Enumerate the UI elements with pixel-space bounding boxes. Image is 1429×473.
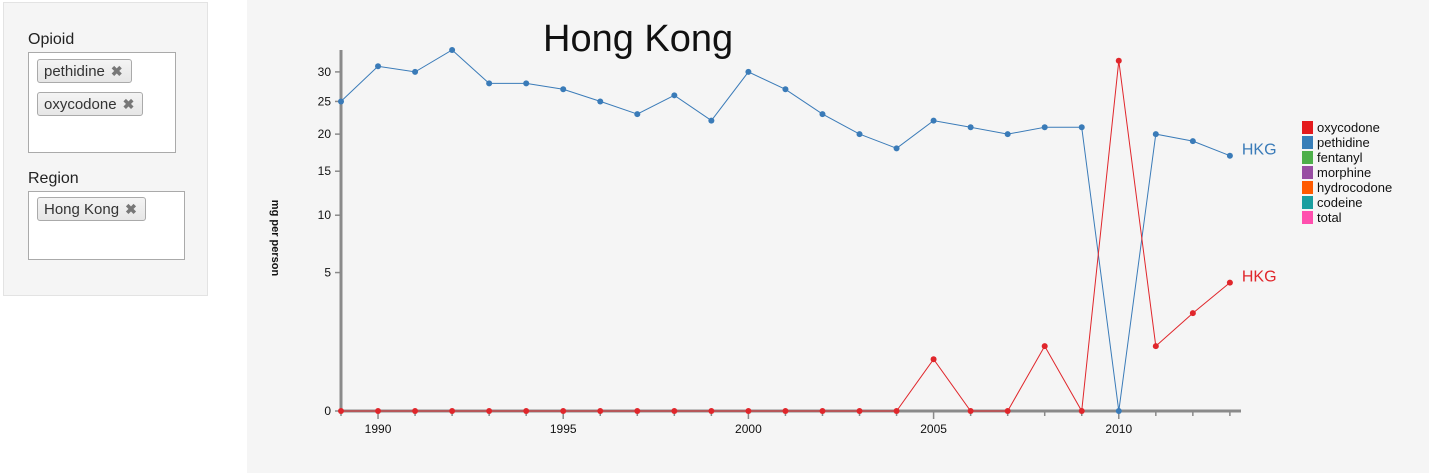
data-point-oxycodone bbox=[967, 408, 974, 414]
legend-swatch bbox=[1302, 211, 1313, 224]
data-point-pethidine bbox=[1041, 124, 1048, 131]
series-line-pethidine bbox=[340, 49, 1231, 412]
chart-title: Hong Kong bbox=[543, 18, 733, 60]
data-point-oxycodone bbox=[1004, 408, 1011, 414]
data-point-oxycodone bbox=[708, 408, 715, 414]
data-point-pethidine bbox=[671, 92, 678, 99]
legend-item-label: total bbox=[1317, 210, 1342, 225]
data-point-oxycodone bbox=[634, 408, 641, 414]
data-point-oxycodone bbox=[1152, 343, 1159, 350]
data-point-oxycodone bbox=[1041, 343, 1048, 350]
y-axis-label: mg per person bbox=[269, 200, 281, 277]
data-point-pethidine bbox=[338, 98, 344, 105]
data-point-pethidine bbox=[1152, 131, 1159, 138]
x-tick-label: 2005 bbox=[920, 422, 947, 436]
y-tick-label: 25 bbox=[318, 94, 332, 108]
series-end-label: HKG bbox=[1242, 142, 1277, 159]
chart-area: Hong Kong 0 5 10 15 20 25 30 mg per person 1990 19… bbox=[247, 0, 1429, 473]
y-tick-label: 15 bbox=[318, 164, 332, 178]
legend-swatch bbox=[1302, 181, 1313, 194]
data-point-oxycodone bbox=[523, 408, 530, 414]
x-tick-label: 2000 bbox=[735, 422, 762, 436]
data-point-pethidine bbox=[1226, 152, 1233, 159]
data-point-pethidine bbox=[1078, 124, 1085, 131]
data-point-oxycodone bbox=[597, 408, 604, 414]
opioid-tag-oxycodone[interactable]: oxycodone ✖ bbox=[37, 92, 144, 116]
data-point-pethidine bbox=[412, 68, 419, 75]
remove-tag-icon[interactable]: ✖ bbox=[122, 96, 135, 112]
data-point-oxycodone bbox=[1226, 279, 1233, 286]
data-point-pethidine bbox=[893, 145, 900, 152]
data-point-pethidine bbox=[819, 111, 826, 118]
data-point-oxycodone bbox=[856, 408, 863, 414]
y-tick-label: 30 bbox=[318, 65, 332, 79]
data-point-pethidine bbox=[745, 68, 752, 75]
data-point-oxycodone bbox=[782, 408, 789, 414]
data-point-pethidine bbox=[967, 124, 974, 131]
data-point-pethidine bbox=[449, 47, 456, 53]
remove-tag-icon[interactable]: ✖ bbox=[110, 63, 123, 79]
legend-item-label: morphine bbox=[1317, 165, 1371, 180]
data-point-oxycodone bbox=[1189, 310, 1196, 317]
y-tick-label: 5 bbox=[324, 266, 331, 280]
data-point-pethidine bbox=[782, 86, 789, 93]
y-tick-label: 10 bbox=[318, 208, 332, 222]
data-point-oxycodone bbox=[745, 408, 752, 414]
legend-swatch bbox=[1302, 136, 1313, 149]
data-point-pethidine bbox=[523, 80, 530, 87]
data-point-pethidine bbox=[597, 98, 604, 105]
legend-swatch bbox=[1302, 121, 1313, 134]
data-point-pethidine bbox=[708, 117, 715, 124]
x-tick-label: 2010 bbox=[1105, 422, 1132, 436]
data-point-oxycodone bbox=[1115, 57, 1122, 64]
series-end-label: HKG bbox=[1242, 269, 1277, 286]
data-point-oxycodone bbox=[412, 408, 419, 414]
data-point-oxycodone bbox=[1078, 408, 1085, 414]
data-point-pethidine bbox=[560, 86, 567, 93]
x-tick-label: 1990 bbox=[365, 422, 392, 436]
data-point-pethidine bbox=[856, 131, 863, 138]
data-point-oxycodone bbox=[893, 408, 900, 414]
legend-item-label: pethidine bbox=[1317, 135, 1370, 150]
opioid-tag-pethidine[interactable]: pethidine ✖ bbox=[37, 59, 132, 83]
data-point-pethidine bbox=[1115, 408, 1122, 414]
series-line-oxycodone bbox=[341, 60, 1231, 413]
data-point-pethidine bbox=[486, 80, 493, 87]
data-point-oxycodone bbox=[338, 408, 344, 414]
opioid-tag-label: oxycodone bbox=[44, 96, 117, 113]
legend-swatch bbox=[1302, 196, 1313, 209]
data-point-pethidine bbox=[375, 63, 382, 70]
data-point-oxycodone bbox=[560, 408, 567, 414]
data-point-oxycodone bbox=[449, 408, 456, 414]
opioid-select[interactable]: pethidine ✖ oxycodone ✖ bbox=[28, 52, 176, 153]
data-point-pethidine bbox=[1004, 131, 1011, 138]
legend-swatch bbox=[1302, 166, 1313, 179]
filter-panel: Opioid pethidine ✖ oxycodone ✖ Region Hong… bbox=[3, 2, 208, 296]
region-label: Region bbox=[28, 170, 79, 187]
data-point-pethidine bbox=[1189, 138, 1196, 145]
region-tag-label: Hong Kong bbox=[44, 201, 120, 218]
y-tick-label: 20 bbox=[318, 127, 332, 141]
x-tick-label: 1995 bbox=[550, 422, 577, 436]
data-point-oxycodone bbox=[930, 356, 937, 363]
region-tag-hong-kong[interactable]: Hong Kong ✖ bbox=[37, 197, 146, 221]
opioid-label: Opioid bbox=[28, 31, 75, 48]
remove-tag-icon[interactable]: ✖ bbox=[125, 201, 137, 217]
y-tick-label: 0 bbox=[324, 404, 331, 418]
data-point-oxycodone bbox=[671, 408, 678, 414]
legend-item-label: oxycodone bbox=[1317, 120, 1380, 135]
data-point-pethidine bbox=[634, 111, 641, 118]
opioid-tag-label: pethidine bbox=[44, 63, 105, 80]
legend-item-label: fentanyl bbox=[1317, 150, 1363, 165]
legend-swatch bbox=[1302, 151, 1313, 164]
data-point-oxycodone bbox=[819, 408, 826, 414]
line-chart: Hong Kong 0 5 10 15 20 25 30 mg per person 1990 19… bbox=[269, 18, 1392, 436]
legend-item-label: hydrocodone bbox=[1317, 180, 1392, 195]
data-point-pethidine bbox=[930, 117, 937, 124]
data-point-oxycodone bbox=[486, 408, 493, 414]
legend-item-label: codeine bbox=[1317, 195, 1363, 210]
data-point-oxycodone bbox=[375, 408, 382, 414]
region-select[interactable]: Hong Kong ✖ bbox=[28, 191, 185, 260]
